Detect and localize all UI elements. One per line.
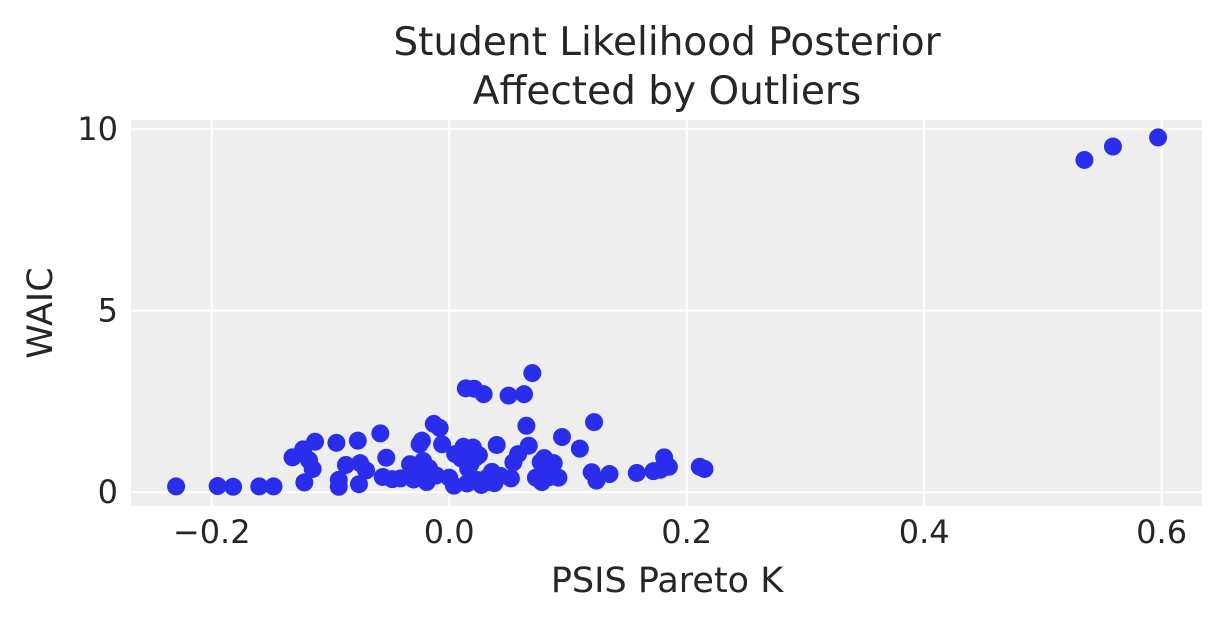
x-tick-label: 0.6 (1136, 513, 1187, 551)
data-point (295, 473, 314, 492)
data-point (695, 459, 714, 478)
data-point (469, 446, 488, 465)
plot-area (131, 120, 1202, 506)
data-point (659, 457, 678, 476)
x-axis-ticks: −0.2 0.0 0.2 0.4 0.6 (173, 513, 1187, 551)
chart-title-line-2: Affected by Outliers (473, 69, 861, 114)
data-point (570, 439, 589, 458)
data-point (553, 428, 572, 447)
data-point (371, 424, 390, 443)
gridlines (131, 120, 1202, 506)
data-point (474, 385, 493, 404)
x-tick-label: 0.2 (661, 513, 712, 551)
data-point (336, 455, 355, 474)
data-point (430, 418, 449, 437)
data-point (519, 436, 538, 455)
data-point (1149, 128, 1168, 147)
x-tick-label: 0.4 (899, 513, 950, 551)
data-point (523, 364, 542, 383)
y-tick-label: 10 (77, 110, 118, 148)
x-axis-label: PSIS Pareto K (551, 561, 784, 601)
data-point (433, 435, 452, 454)
data-points (167, 128, 1168, 496)
y-tick-label: 0 (98, 473, 118, 511)
data-point (517, 416, 536, 435)
data-point (1103, 137, 1122, 156)
data-point (303, 459, 322, 478)
data-point (412, 431, 431, 450)
data-point (348, 431, 367, 450)
data-point (327, 433, 346, 452)
data-point (208, 477, 227, 496)
x-tick-label: −0.2 (173, 513, 251, 551)
data-point (349, 475, 368, 494)
data-point (224, 477, 243, 496)
data-point (250, 477, 269, 496)
data-point (515, 385, 534, 404)
data-point (306, 432, 325, 451)
data-point (600, 465, 619, 484)
data-point (167, 477, 186, 496)
chart-title-line-1: Student Likelihood Posterior (393, 20, 941, 65)
data-point (585, 413, 604, 432)
data-point (499, 386, 518, 405)
data-point (264, 477, 283, 496)
data-point (544, 454, 563, 473)
data-point (627, 463, 646, 482)
data-point (377, 448, 396, 467)
data-point (501, 469, 520, 488)
data-point (1075, 150, 1094, 169)
data-point (391, 469, 410, 488)
y-tick-label: 5 (98, 292, 118, 330)
data-point (357, 461, 376, 480)
x-tick-label: 0.0 (424, 513, 475, 551)
y-axis-label: WAIC (21, 267, 61, 358)
data-point (329, 477, 348, 496)
data-point (487, 435, 506, 454)
data-point (549, 468, 568, 487)
y-axis-ticks: 0 5 10 (77, 110, 118, 511)
